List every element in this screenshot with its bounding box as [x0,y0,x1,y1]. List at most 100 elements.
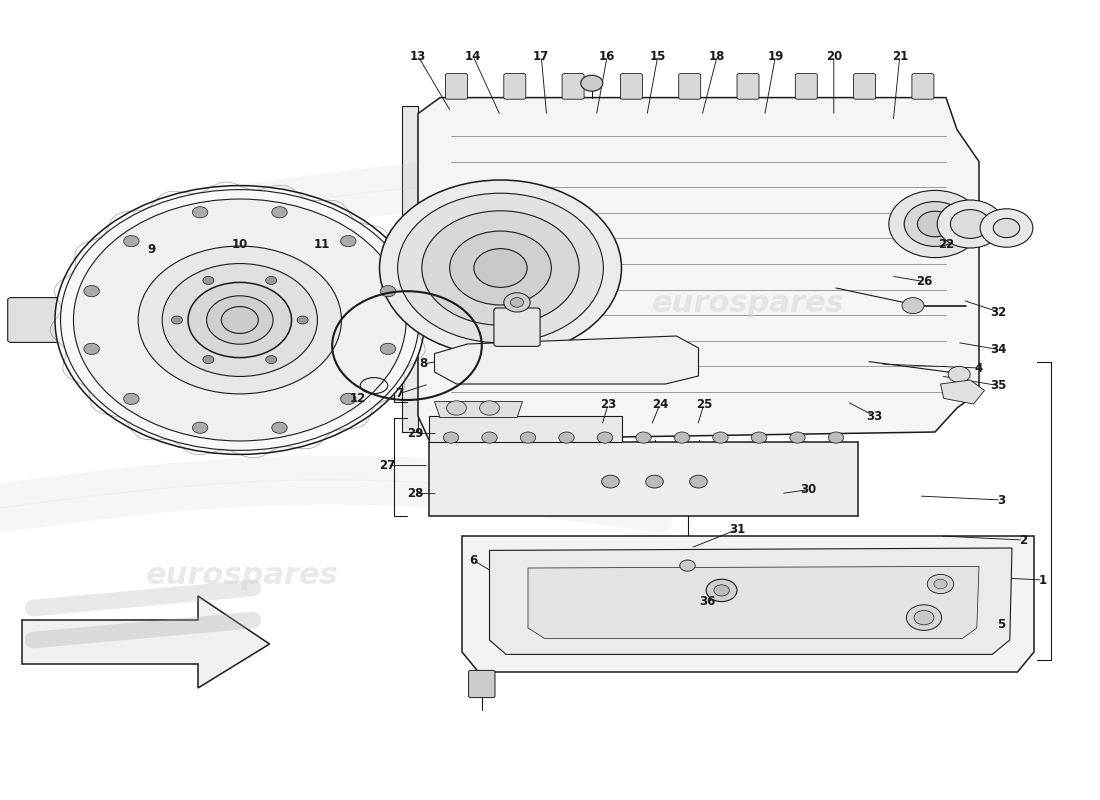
FancyBboxPatch shape [494,308,540,346]
Circle shape [504,293,530,312]
Text: 16: 16 [600,50,615,62]
Circle shape [84,286,99,297]
Circle shape [751,432,767,443]
Circle shape [192,422,208,434]
Circle shape [341,394,356,405]
Circle shape [904,202,966,246]
FancyBboxPatch shape [620,74,642,99]
Text: 2: 2 [1019,534,1027,546]
Polygon shape [490,548,1012,654]
Text: 18: 18 [710,50,725,62]
Polygon shape [434,402,522,418]
Circle shape [674,432,690,443]
Text: 28: 28 [408,487,424,500]
Circle shape [713,432,728,443]
Text: 5: 5 [997,618,1005,630]
Text: eurospares: eurospares [651,562,845,590]
Text: 21: 21 [892,50,907,62]
Ellipse shape [55,186,425,454]
Circle shape [889,190,981,258]
Circle shape [559,432,574,443]
Circle shape [790,432,805,443]
Circle shape [510,298,524,307]
Circle shape [828,432,844,443]
Polygon shape [528,566,979,638]
Circle shape [297,316,308,324]
Text: 10: 10 [232,238,248,250]
Circle shape [74,199,406,441]
Text: 3: 3 [997,494,1005,506]
Text: eurospares: eurospares [651,290,845,318]
Circle shape [188,282,292,358]
Circle shape [172,316,183,324]
FancyBboxPatch shape [429,416,623,442]
Text: 33: 33 [867,410,882,422]
FancyBboxPatch shape [795,74,817,99]
Text: 9: 9 [147,243,156,256]
Text: 31: 31 [729,523,745,536]
Circle shape [581,75,603,91]
Circle shape [398,194,603,342]
Text: 23: 23 [601,398,616,410]
Polygon shape [462,536,1034,672]
Polygon shape [940,380,984,404]
Text: 6: 6 [469,554,477,566]
Circle shape [917,211,953,237]
Text: 12: 12 [350,392,365,405]
FancyBboxPatch shape [446,74,468,99]
Circle shape [993,218,1020,238]
Circle shape [381,343,396,354]
FancyBboxPatch shape [912,74,934,99]
FancyBboxPatch shape [562,74,584,99]
Circle shape [902,298,924,314]
Text: eurospares: eurospares [145,290,339,318]
Text: 19: 19 [768,50,783,62]
Circle shape [123,235,139,246]
Circle shape [680,560,695,571]
Circle shape [272,206,287,218]
FancyBboxPatch shape [854,74,876,99]
Polygon shape [418,98,979,440]
Circle shape [139,246,341,394]
Circle shape [520,432,536,443]
Circle shape [948,366,970,382]
Polygon shape [402,106,418,432]
Circle shape [192,206,208,218]
FancyBboxPatch shape [679,74,701,99]
Circle shape [482,432,497,443]
Circle shape [914,610,934,625]
Text: 30: 30 [801,483,816,496]
Circle shape [123,394,139,405]
Circle shape [690,475,707,488]
Text: 36: 36 [700,595,715,608]
Text: 7: 7 [395,387,404,400]
FancyBboxPatch shape [8,298,61,342]
Text: 13: 13 [410,50,426,62]
Circle shape [84,343,99,354]
Circle shape [646,475,663,488]
Circle shape [443,432,459,443]
Circle shape [714,585,729,596]
Circle shape [906,605,942,630]
Circle shape [202,355,213,363]
FancyBboxPatch shape [469,670,495,698]
Text: 35: 35 [991,379,1006,392]
Circle shape [266,355,277,363]
Circle shape [207,296,273,344]
Circle shape [421,210,579,325]
Text: 1: 1 [1038,574,1047,586]
Text: 8: 8 [419,358,428,370]
Circle shape [937,200,1003,248]
Text: eurospares: eurospares [145,562,339,590]
Circle shape [597,432,613,443]
Text: 29: 29 [408,427,424,440]
Text: 26: 26 [916,275,932,288]
Text: 32: 32 [991,306,1006,318]
Circle shape [447,401,466,415]
Text: 4: 4 [975,362,983,374]
Text: 27: 27 [379,459,395,472]
Circle shape [381,286,396,297]
Circle shape [636,432,651,443]
Circle shape [221,306,258,334]
Circle shape [266,277,277,285]
